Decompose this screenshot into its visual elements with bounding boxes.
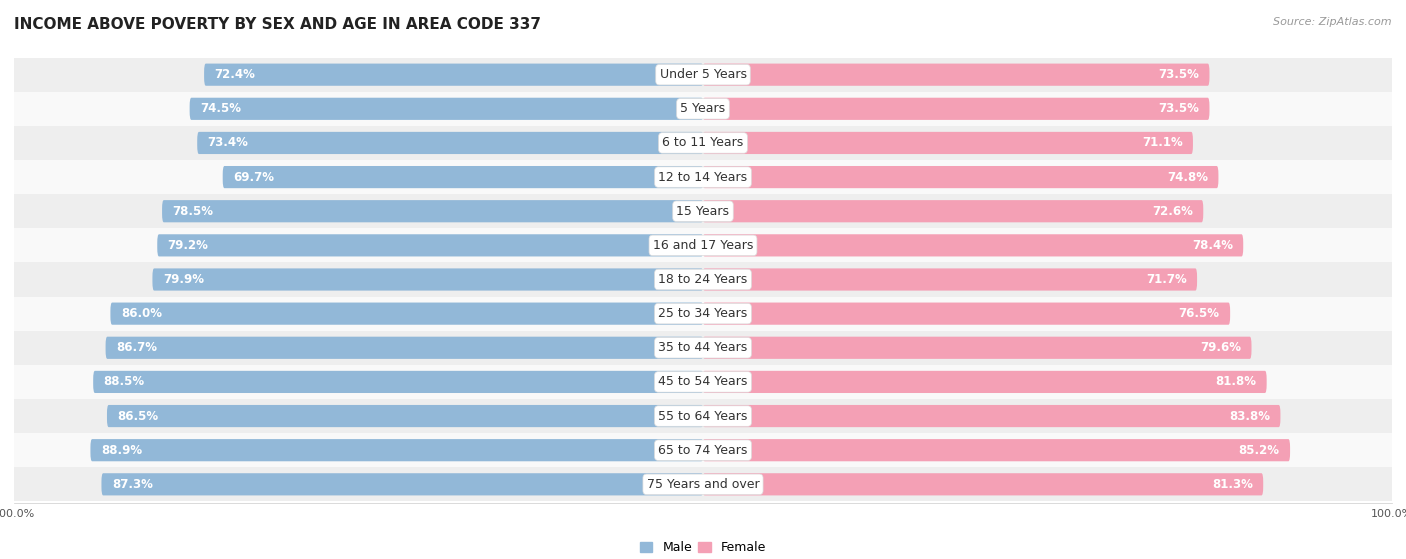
FancyBboxPatch shape	[14, 160, 1392, 194]
FancyBboxPatch shape	[703, 439, 1291, 461]
Text: 16 and 17 Years: 16 and 17 Years	[652, 239, 754, 252]
Text: 76.5%: 76.5%	[1178, 307, 1219, 320]
FancyBboxPatch shape	[105, 337, 703, 359]
Text: 69.7%: 69.7%	[233, 170, 274, 183]
Text: 73.5%: 73.5%	[1159, 68, 1199, 81]
FancyBboxPatch shape	[14, 194, 1392, 228]
Text: 71.1%: 71.1%	[1142, 136, 1182, 149]
Text: 73.4%: 73.4%	[208, 136, 249, 149]
Text: 81.3%: 81.3%	[1212, 478, 1253, 491]
Text: 18 to 24 Years: 18 to 24 Years	[658, 273, 748, 286]
Text: 85.2%: 85.2%	[1239, 444, 1279, 457]
FancyBboxPatch shape	[14, 365, 1392, 399]
FancyBboxPatch shape	[14, 297, 1392, 331]
FancyBboxPatch shape	[703, 166, 1219, 188]
FancyBboxPatch shape	[703, 132, 1192, 154]
FancyBboxPatch shape	[204, 64, 703, 86]
Text: Under 5 Years: Under 5 Years	[659, 68, 747, 81]
Text: 81.8%: 81.8%	[1215, 376, 1256, 389]
Legend: Male, Female: Male, Female	[636, 537, 770, 559]
Text: 55 to 64 Years: 55 to 64 Years	[658, 410, 748, 423]
Text: 12 to 14 Years: 12 to 14 Years	[658, 170, 748, 183]
Text: 75 Years and over: 75 Years and over	[647, 478, 759, 491]
Text: 45 to 54 Years: 45 to 54 Years	[658, 376, 748, 389]
FancyBboxPatch shape	[703, 405, 1281, 427]
Text: Source: ZipAtlas.com: Source: ZipAtlas.com	[1274, 17, 1392, 27]
FancyBboxPatch shape	[157, 234, 703, 257]
FancyBboxPatch shape	[703, 64, 1209, 86]
FancyBboxPatch shape	[222, 166, 703, 188]
FancyBboxPatch shape	[14, 228, 1392, 262]
Text: 79.6%: 79.6%	[1201, 342, 1241, 354]
FancyBboxPatch shape	[111, 302, 703, 325]
FancyBboxPatch shape	[107, 405, 703, 427]
Text: 73.5%: 73.5%	[1159, 102, 1199, 115]
FancyBboxPatch shape	[703, 268, 1197, 291]
Text: 65 to 74 Years: 65 to 74 Years	[658, 444, 748, 457]
FancyBboxPatch shape	[703, 98, 1209, 120]
FancyBboxPatch shape	[703, 234, 1243, 257]
Text: 72.6%: 72.6%	[1152, 205, 1192, 217]
Text: 83.8%: 83.8%	[1229, 410, 1270, 423]
FancyBboxPatch shape	[703, 371, 1267, 393]
Text: 86.0%: 86.0%	[121, 307, 162, 320]
Text: 71.7%: 71.7%	[1146, 273, 1187, 286]
Text: 78.4%: 78.4%	[1192, 239, 1233, 252]
Text: 86.7%: 86.7%	[117, 342, 157, 354]
FancyBboxPatch shape	[197, 132, 703, 154]
Text: 74.5%: 74.5%	[200, 102, 240, 115]
Text: 72.4%: 72.4%	[215, 68, 256, 81]
Text: INCOME ABOVE POVERTY BY SEX AND AGE IN AREA CODE 337: INCOME ABOVE POVERTY BY SEX AND AGE IN A…	[14, 17, 541, 32]
Text: 86.5%: 86.5%	[117, 410, 159, 423]
Text: 87.3%: 87.3%	[112, 478, 153, 491]
FancyBboxPatch shape	[14, 399, 1392, 433]
Text: 35 to 44 Years: 35 to 44 Years	[658, 342, 748, 354]
FancyBboxPatch shape	[101, 473, 703, 495]
FancyBboxPatch shape	[703, 337, 1251, 359]
FancyBboxPatch shape	[703, 302, 1230, 325]
FancyBboxPatch shape	[93, 371, 703, 393]
FancyBboxPatch shape	[14, 92, 1392, 126]
Text: 6 to 11 Years: 6 to 11 Years	[662, 136, 744, 149]
FancyBboxPatch shape	[703, 473, 1263, 495]
Text: 5 Years: 5 Years	[681, 102, 725, 115]
FancyBboxPatch shape	[14, 126, 1392, 160]
FancyBboxPatch shape	[190, 98, 703, 120]
FancyBboxPatch shape	[14, 262, 1392, 297]
FancyBboxPatch shape	[162, 200, 703, 222]
FancyBboxPatch shape	[14, 58, 1392, 92]
FancyBboxPatch shape	[152, 268, 703, 291]
Text: 25 to 34 Years: 25 to 34 Years	[658, 307, 748, 320]
Text: 79.2%: 79.2%	[167, 239, 208, 252]
Text: 78.5%: 78.5%	[173, 205, 214, 217]
Text: 74.8%: 74.8%	[1167, 170, 1208, 183]
FancyBboxPatch shape	[14, 331, 1392, 365]
Text: 15 Years: 15 Years	[676, 205, 730, 217]
FancyBboxPatch shape	[703, 200, 1204, 222]
Text: 88.9%: 88.9%	[101, 444, 142, 457]
FancyBboxPatch shape	[90, 439, 703, 461]
Text: 88.5%: 88.5%	[104, 376, 145, 389]
FancyBboxPatch shape	[14, 467, 1392, 501]
Text: 79.9%: 79.9%	[163, 273, 204, 286]
FancyBboxPatch shape	[14, 433, 1392, 467]
